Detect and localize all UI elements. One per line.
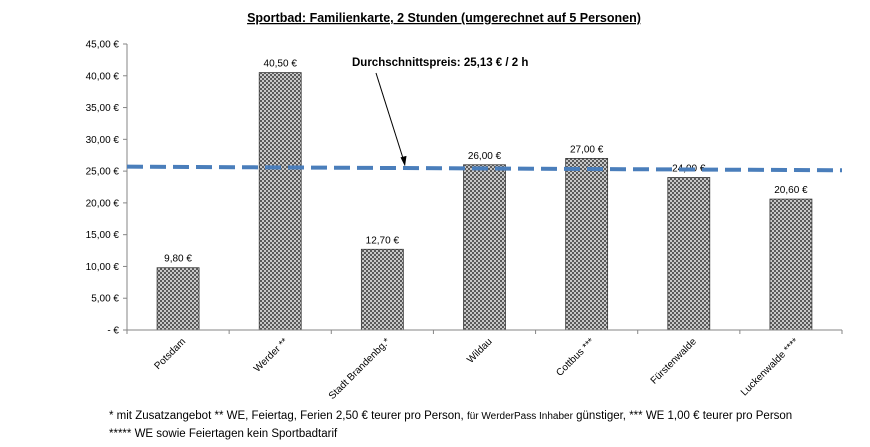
bar	[360, 248, 404, 331]
bar-chart: Sportbad: Familienkarte, 2 Stunden (umge…	[86, 11, 843, 402]
x-tick-label: Potsdam	[153, 336, 189, 372]
data-label: 40,50 €	[264, 59, 298, 70]
footnote-1-small: für WerderPass Inhaber	[466, 411, 573, 422]
average-arrow-head	[400, 155, 407, 167]
average-line	[126, 164, 843, 173]
bar-series: 9,80 €40,50 €12,70 €26,00 €27,00 €24,00 …	[156, 59, 813, 331]
bar	[258, 72, 302, 331]
bar	[463, 164, 506, 331]
footnote-line-2: ***** WE sowie Feiertagen kein Sportbadt…	[109, 428, 338, 440]
y-tick-label: 45,00 €	[86, 40, 120, 51]
data-label: 9,80 €	[164, 254, 192, 265]
y-tick-label: 20,00 €	[86, 198, 120, 209]
footnote-1-part-2: günstiger, *** WE 1,00 € teurer pro Pers…	[572, 410, 793, 422]
average-arrow-line	[375, 72, 405, 162]
x-tick-label: Wildau	[465, 336, 494, 365]
y-tick-label: 15,00 €	[86, 230, 120, 241]
y-tick-label: 30,00 €	[86, 135, 120, 146]
y-tick-label: 5,00 €	[91, 294, 119, 305]
bar	[769, 198, 813, 331]
x-tick-label: Cottbus ***	[554, 336, 596, 378]
data-label: 26,00 €	[468, 151, 502, 162]
y-tick-label: 10,00 €	[86, 262, 120, 273]
y-tick-label: - €	[107, 326, 119, 337]
x-tick-label: Luckenwalde ****	[739, 336, 801, 398]
average-line-group: Durchschnittspreis: 25,13 € / 2 h	[126, 57, 843, 173]
y-tick-label: 40,00 €	[86, 71, 120, 82]
bar	[156, 267, 200, 331]
data-label: 20,60 €	[774, 185, 808, 196]
footnote-line-1: * mit Zusatzangebot ** WE, Feiertag, Fer…	[109, 410, 792, 422]
y-tick-label: 35,00 €	[86, 103, 120, 114]
x-axis: Potsdam Werder ** Stadt Brandenbg.* Wildau C…	[126, 329, 843, 402]
x-tick-label: Stadt Brandenbg.*	[327, 336, 393, 402]
data-label: 12,70 €	[366, 235, 400, 246]
x-tick-label: Werder **	[252, 336, 290, 374]
x-tick-label: Fürstenwalde	[649, 336, 700, 387]
bar	[565, 157, 609, 331]
chart-title: Sportbad: Familienkarte, 2 Stunden (umge…	[247, 11, 641, 25]
bar	[667, 177, 711, 331]
y-axis: - € 5,00 € 10,00 € 15,00 € 20,00 € 25,00 € 30,…	[86, 40, 128, 337]
footnote-1-part-1: * mit Zusatzangebot ** WE, Feiertag, Fer…	[109, 410, 467, 422]
y-tick-label: 25,00 €	[86, 167, 120, 178]
data-label: 27,00 €	[570, 144, 604, 155]
average-label: Durchschnittspreis: 25,13 € / 2 h	[352, 57, 528, 69]
